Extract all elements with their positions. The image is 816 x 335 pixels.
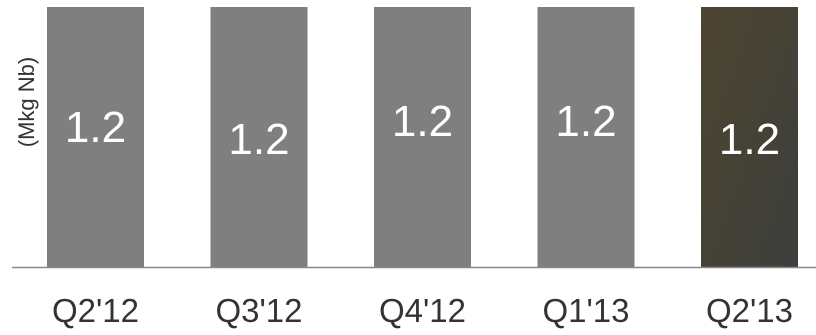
data-label-Q1'13: 1.2 — [555, 97, 616, 146]
bar-Q3'12 — [210, 7, 308, 267]
x-tick-label-Q2'12: Q2'12 — [52, 292, 139, 329]
bar-Q1'13 — [537, 7, 635, 267]
y-axis-label: (Mkg Nb) — [14, 57, 39, 147]
data-label-Q2'12: 1.2 — [65, 103, 126, 152]
x-tick-label-Q4'12: Q4'12 — [379, 292, 466, 329]
x-tick-label-Q2'13: Q2'13 — [706, 292, 793, 329]
bar-Q2'12 — [47, 7, 144, 267]
bars-layer — [47, 7, 798, 267]
x-tick-label-Q3'12: Q3'12 — [215, 292, 302, 329]
bar-Q2'13 — [701, 7, 798, 267]
bar-Q4'12 — [374, 7, 471, 267]
data-label-Q4'12: 1.2 — [392, 97, 453, 146]
data-labels-layer: 1.2 1.2 1.2 1.2 1.2 — [65, 97, 780, 164]
data-label-Q2'13: 1.2 — [719, 115, 780, 164]
x-tick-labels-layer: Q2'12 Q3'12 Q4'12 Q1'13 Q2'13 — [52, 292, 793, 329]
x-tick-label-Q1'13: Q1'13 — [542, 292, 629, 329]
data-label-Q3'12: 1.2 — [228, 115, 289, 164]
